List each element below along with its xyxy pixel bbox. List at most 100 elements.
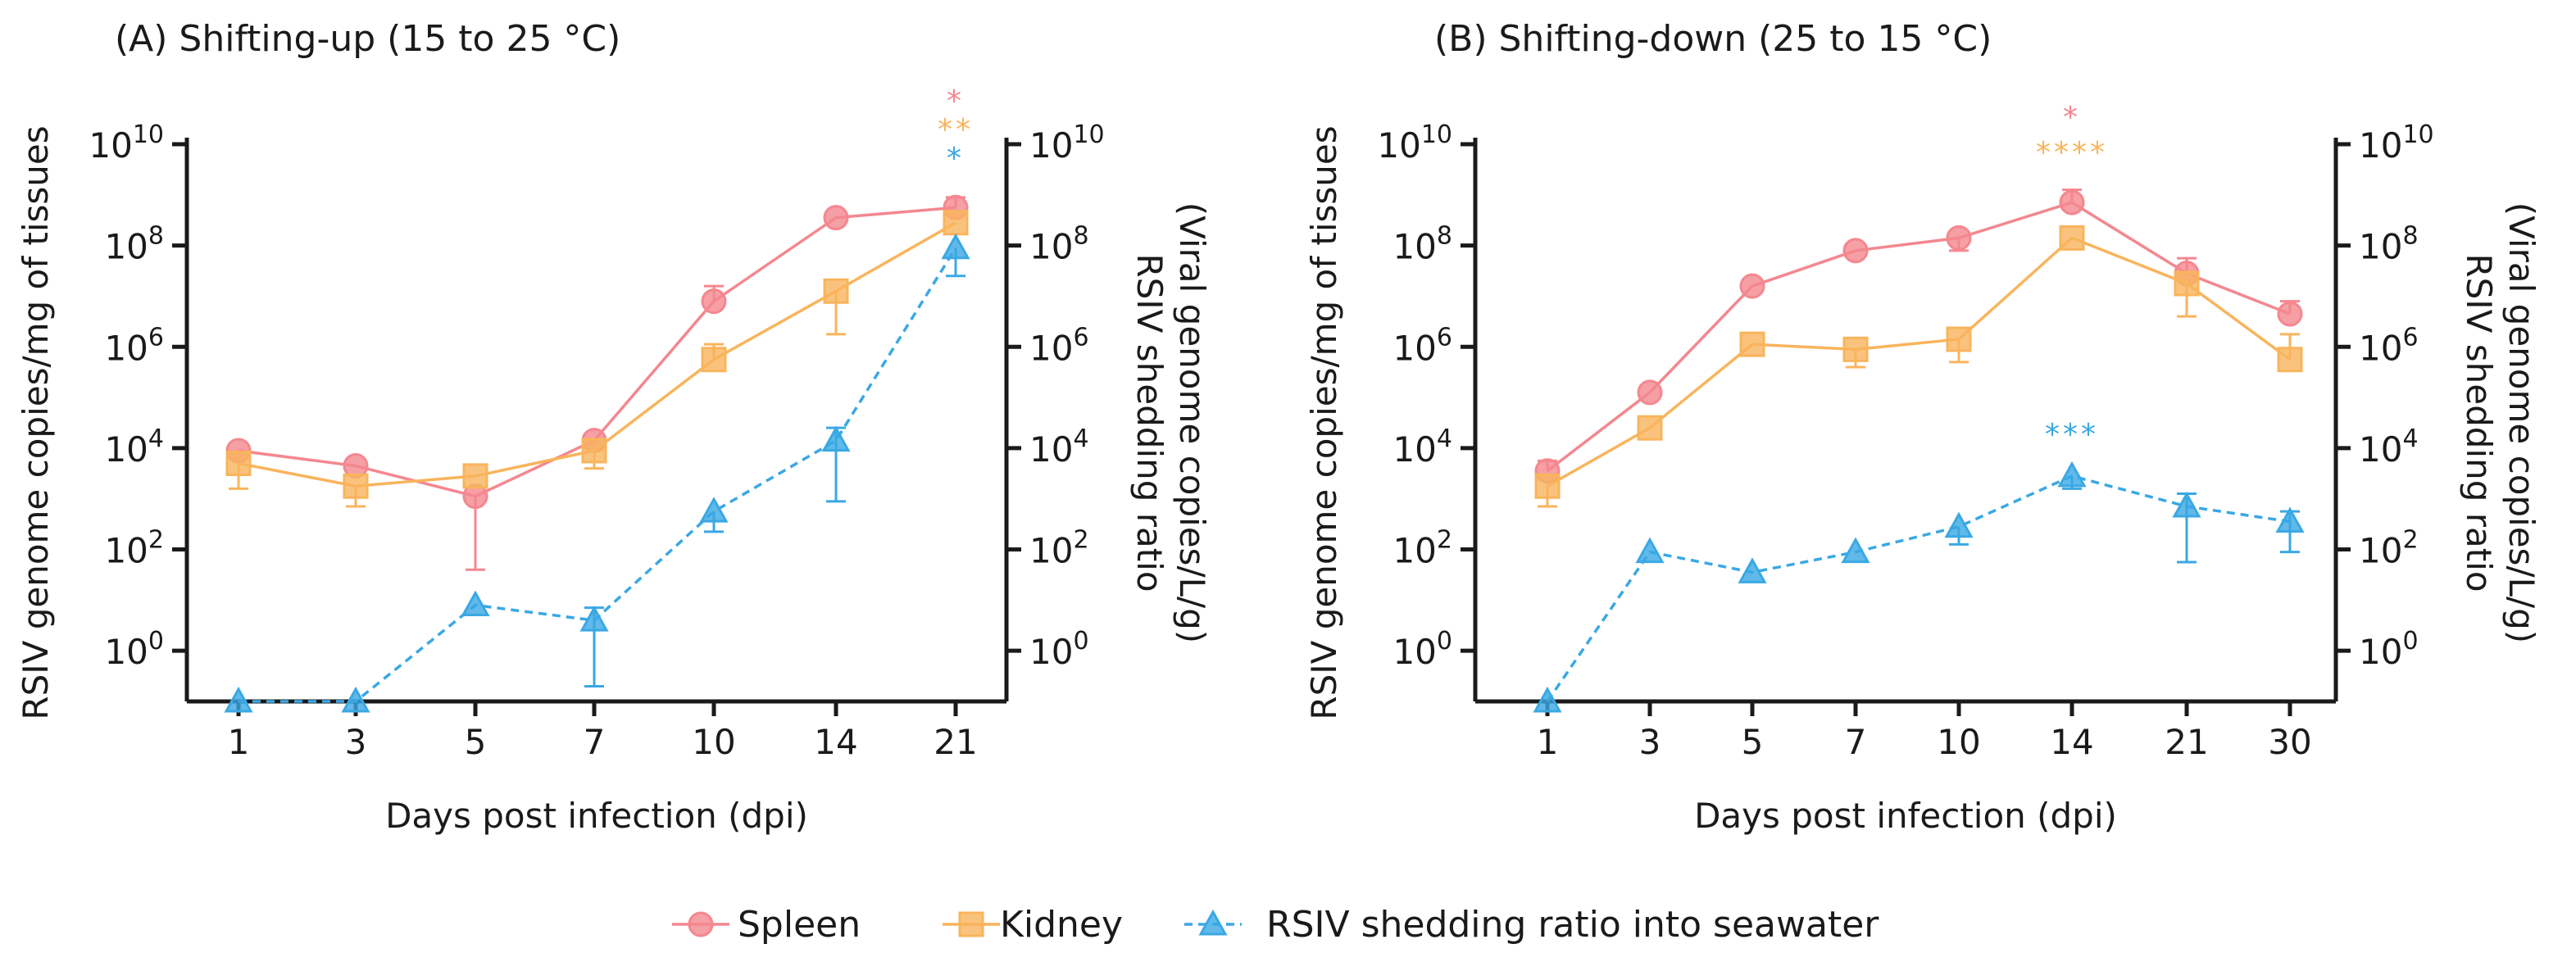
- y-tick-label-right: 104: [2359, 424, 2419, 470]
- data-point-shedding: [699, 497, 729, 523]
- y-tick-label-right: 108: [2359, 222, 2419, 267]
- data-point-shedding: [1841, 537, 1870, 564]
- data-point-spleen: [1946, 225, 1972, 251]
- x-tick-label: 5: [465, 722, 487, 762]
- legend-label-shedding: RSIV shedding ratio into seawater: [1266, 904, 1879, 946]
- legend: Spleen Kidney RSIV shedding ratio into sea…: [672, 904, 1879, 946]
- series-kidney: [1534, 225, 2303, 508]
- significance-kidney: ****: [2036, 136, 2108, 170]
- y-axis-label-right-2: (Viral genome copies/L/g): [2501, 202, 2542, 643]
- data-point-shedding: [579, 606, 609, 632]
- legend-marker-shedding: [1198, 909, 1228, 936]
- y-tick-label-left: 102: [1392, 526, 1452, 571]
- series-shedding: [1533, 461, 2305, 713]
- data-point-kidney: [1637, 415, 1663, 441]
- x-tick-label: 3: [1639, 722, 1661, 762]
- data-point-shedding: [1635, 537, 1665, 564]
- legend-label-spleen: Spleen: [738, 904, 861, 946]
- x-tick-label: 5: [1742, 722, 1764, 762]
- y-tick-label-right: 102: [2359, 526, 2419, 571]
- series-line-spleen: [1546, 201, 2291, 473]
- x-tick-label: 10: [692, 722, 735, 762]
- y-tick-label-right: 100: [1029, 627, 1089, 672]
- y-tick-label-left: 1010: [1377, 120, 1452, 166]
- panel-a: (A) Shifting-up (15 to 25 °C) 100 100 102 10…: [16, 18, 1212, 836]
- data-point-spleen: [701, 288, 727, 315]
- data-point-kidney: [581, 438, 607, 464]
- y-tick-label-left: 1010: [89, 120, 164, 166]
- significance-kidney: **: [938, 113, 974, 147]
- data-point-shedding: [2172, 491, 2201, 518]
- significance-spleen: *: [947, 84, 965, 118]
- data-point-kidney: [2277, 347, 2303, 373]
- y-tick-label-left: 106: [1392, 323, 1452, 368]
- data-point-kidney: [2174, 270, 2200, 297]
- y-tick-label-right: 102: [1029, 526, 1089, 571]
- legend-label-kidney: Kidney: [1000, 904, 1123, 946]
- y-axis-label-left: RSIV genome copies/mg of tissues: [16, 125, 56, 719]
- legend-marker-spleen: [688, 911, 714, 937]
- y-tick-label-left: 108: [104, 222, 164, 267]
- data-point-shedding: [1738, 557, 1767, 583]
- data-point-kidney: [701, 347, 727, 373]
- legend-marker-kidney: [958, 911, 984, 937]
- data-point-spleen: [2277, 301, 2303, 327]
- significance-shedding: ***: [2045, 418, 2099, 452]
- data-point-spleen: [823, 205, 849, 231]
- data-point-shedding: [2275, 506, 2305, 533]
- data-point-shedding: [461, 590, 490, 617]
- y-axis-label-left: RSIV genome copies/mg of tissues: [1304, 125, 1344, 719]
- y-tick-label-left: 102: [104, 526, 164, 571]
- data-point-shedding: [224, 686, 253, 713]
- x-tick-label: 21: [2165, 722, 2208, 762]
- y-tick-label-right: 1010: [2359, 120, 2434, 166]
- y-tick-label-left: 104: [1392, 424, 1452, 470]
- data-point-shedding: [1944, 511, 1974, 538]
- series-line-shedding: [1546, 474, 2291, 702]
- y-tick-label-right: 100: [2359, 627, 2419, 672]
- y-tick-label-left: 100: [104, 627, 164, 672]
- x-tick-label: 1: [1537, 722, 1559, 762]
- x-tick-label: 14: [814, 722, 857, 762]
- y-tick-label-left: 104: [104, 424, 164, 470]
- data-point-shedding: [2057, 461, 2087, 488]
- series-line-kidney: [1547, 236, 2292, 488]
- x-axis-label: Days post infection (dpi): [1694, 796, 2117, 836]
- data-point-shedding: [341, 686, 370, 713]
- y-axis-label-right-1: RSIV shedding ratio: [1129, 253, 1170, 592]
- panel-b: (B) Shifting-down (25 to 15 °C)100 100102…: [1304, 18, 2542, 836]
- data-point-spleen: [1739, 273, 1765, 299]
- data-point-kidney: [343, 473, 369, 499]
- data-point-kidney: [943, 210, 969, 236]
- x-tick-label: 7: [1845, 722, 1867, 762]
- data-point-kidney: [1534, 473, 1561, 499]
- data-point-spleen: [1842, 238, 1869, 264]
- x-tick-label: 7: [584, 722, 606, 762]
- y-tick-label-left: 108: [1392, 222, 1452, 267]
- panel-title: (B) Shifting-down (25 to 15 °C): [1434, 18, 1992, 60]
- significance-spleen: *: [2063, 101, 2081, 134]
- data-point-spleen: [2059, 189, 2085, 216]
- x-tick-label: 1: [228, 722, 250, 762]
- y-tick-label-right: 106: [2359, 323, 2419, 368]
- data-point-shedding: [941, 233, 970, 260]
- series-kidney: [225, 210, 969, 508]
- x-tick-label: 21: [934, 722, 977, 762]
- series-spleen: [225, 194, 969, 571]
- data-point-shedding: [821, 425, 851, 452]
- y-axis-label-right-1: RSIV shedding ratio: [2459, 253, 2499, 592]
- panel-title: (A) Shifting-up (15 to 25 °C): [115, 18, 620, 60]
- data-point-spleen: [1637, 379, 1663, 406]
- data-point-kidney: [225, 450, 252, 476]
- data-point-kidney: [2059, 225, 2085, 251]
- significance-shedding: *: [947, 142, 965, 175]
- x-tick-label: 3: [345, 722, 367, 762]
- y-tick-label-right: 108: [1029, 222, 1089, 267]
- x-axis-label: Days post infection (dpi): [385, 796, 808, 836]
- x-tick-label: 30: [2268, 722, 2311, 762]
- data-point-shedding: [1533, 686, 1562, 713]
- data-point-kidney: [1739, 331, 1765, 357]
- y-tick-label-left: 106: [104, 323, 164, 368]
- y-tick-label-right: 104: [1029, 424, 1089, 470]
